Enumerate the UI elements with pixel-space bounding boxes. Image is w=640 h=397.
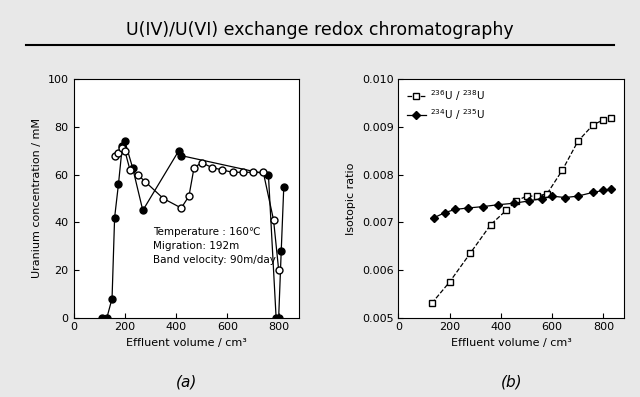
Y-axis label: Isotopic ratio: Isotopic ratio [346,162,356,235]
$^{234}$U / $^{235}$U [479,204,487,209]
$^{236}$U / $^{238}$U [428,301,436,306]
$^{236}$U / $^{238}$U [467,251,474,256]
$^{236}$U / $^{238}$U [589,122,597,127]
Text: U(IV)/U(VI) exchange redox chromatography: U(IV)/U(VI) exchange redox chromatograph… [126,21,514,39]
$^{234}$U / $^{235}$U [589,190,597,195]
$^{234}$U / $^{235}$U [548,194,556,198]
$^{236}$U / $^{238}$U [607,115,615,120]
$^{234}$U / $^{235}$U [525,198,533,203]
$^{236}$U / $^{238}$U [502,208,510,213]
$^{236}$U / $^{238}$U [543,191,551,196]
$^{234}$U / $^{235}$U [431,215,438,220]
$^{236}$U / $^{238}$U [600,118,607,122]
$^{234}$U / $^{235}$U [607,187,615,191]
Line: $^{236}$U / $^{238}$U: $^{236}$U / $^{238}$U [428,114,614,307]
$^{236}$U / $^{238}$U [533,194,541,198]
$^{234}$U / $^{235}$U [538,196,546,201]
Text: (b): (b) [500,375,522,390]
$^{236}$U / $^{238}$U [574,139,582,144]
Legend: $^{236}$U / $^{238}$U, $^{234}$U / $^{235}$U: $^{236}$U / $^{238}$U, $^{234}$U / $^{23… [404,85,488,125]
$^{234}$U / $^{235}$U [574,194,582,198]
$^{236}$U / $^{238}$U [446,279,454,284]
Line: $^{234}$U / $^{235}$U: $^{234}$U / $^{235}$U [431,186,614,220]
Y-axis label: Uranium concentration / mM: Uranium concentration / mM [32,118,42,279]
$^{234}$U / $^{235}$U [441,210,449,215]
X-axis label: Effluent volume / cm³: Effluent volume / cm³ [126,338,247,348]
X-axis label: Effluent volume / cm³: Effluent volume / cm³ [451,338,572,348]
$^{234}$U / $^{235}$U [464,206,472,210]
$^{234}$U / $^{235}$U [451,207,459,212]
$^{234}$U / $^{235}$U [561,195,569,200]
$^{234}$U / $^{235}$U [510,201,518,206]
$^{234}$U / $^{235}$U [600,188,607,193]
Text: (a): (a) [176,375,197,390]
$^{236}$U / $^{238}$U [513,198,520,203]
$^{236}$U / $^{238}$U [523,194,531,198]
$^{236}$U / $^{238}$U [559,168,566,172]
Text: Temperature : 160℃
Migration: 192m
Band velocity: 90m/day: Temperature : 160℃ Migration: 192m Band … [153,227,276,265]
$^{234}$U / $^{235}$U [495,202,502,207]
$^{236}$U / $^{238}$U [487,222,495,227]
